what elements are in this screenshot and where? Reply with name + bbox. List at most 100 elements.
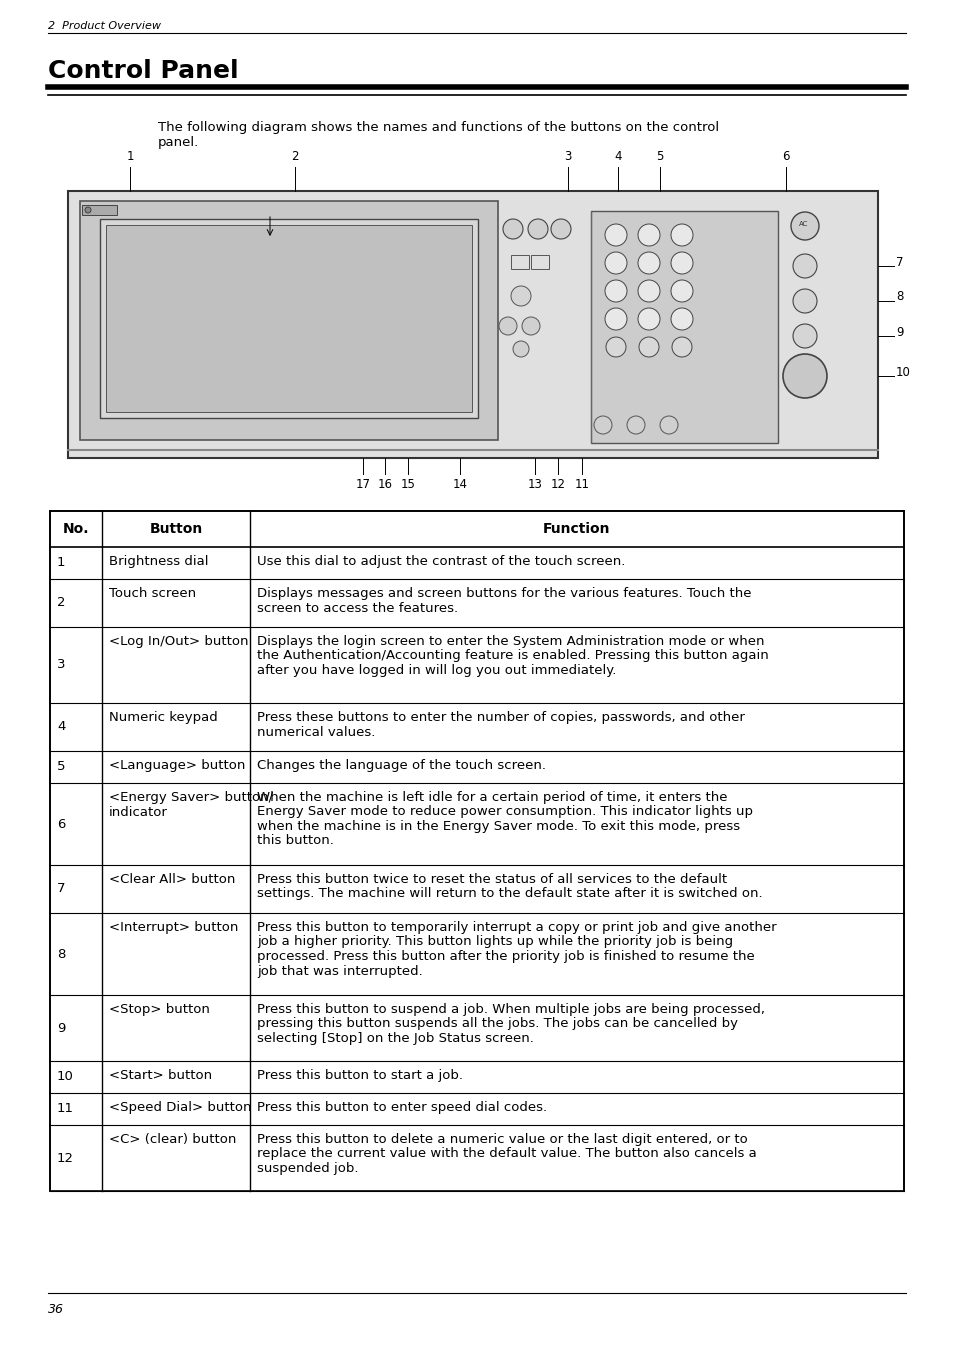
Circle shape: [638, 308, 659, 330]
Text: 17: 17: [355, 478, 370, 490]
Text: The following diagram shows the names and functions of the buttons on the contro: The following diagram shows the names an…: [158, 122, 719, 149]
Text: screen to access the features.: screen to access the features.: [256, 601, 457, 615]
Bar: [80, 201, 497, 440]
Text: 10: 10: [895, 366, 910, 378]
Circle shape: [638, 253, 659, 274]
Text: indicator: indicator: [109, 805, 168, 819]
Text: Button: Button: [150, 521, 202, 536]
Text: Press this button to temporarily interrupt a copy or print job and give another: Press this button to temporarily interru…: [256, 921, 776, 934]
Text: Brightness dial: Brightness dial: [109, 555, 209, 567]
Circle shape: [605, 336, 625, 357]
Text: the Authentication/Accounting feature is enabled. Pressing this button again: the Authentication/Accounting feature is…: [256, 650, 768, 662]
Text: <Log In/Out> button: <Log In/Out> button: [109, 635, 248, 648]
Text: 6: 6: [57, 817, 66, 831]
Text: 2  Product Overview: 2 Product Overview: [48, 22, 161, 31]
Circle shape: [790, 212, 818, 240]
Circle shape: [670, 224, 692, 246]
Circle shape: [626, 416, 644, 434]
Circle shape: [782, 354, 826, 399]
Text: settings. The machine will return to the default state after it is switched on.: settings. The machine will return to the…: [256, 888, 761, 901]
Text: Press this button to delete a numeric value or the last digit entered, or to: Press this button to delete a numeric va…: [256, 1133, 747, 1146]
Text: 4: 4: [57, 720, 66, 734]
Text: processed. Press this button after the priority job is finished to resume the: processed. Press this button after the p…: [256, 950, 754, 963]
Bar: [68, 190, 877, 458]
Circle shape: [659, 416, 678, 434]
Text: 12: 12: [57, 1151, 74, 1165]
Text: selecting [Stop] on the Job Status screen.: selecting [Stop] on the Job Status scree…: [256, 1032, 534, 1046]
Circle shape: [604, 224, 626, 246]
Circle shape: [792, 324, 816, 349]
Text: 9: 9: [57, 1021, 66, 1035]
Text: when the machine is in the Energy Saver mode. To exit this mode, press: when the machine is in the Energy Saver …: [256, 820, 740, 834]
Text: after you have logged in will log you out immediately.: after you have logged in will log you ou…: [256, 663, 616, 677]
Text: 8: 8: [895, 290, 902, 304]
Bar: [50, 511, 903, 1192]
Text: 11: 11: [57, 1102, 74, 1116]
Text: <Language> button: <Language> button: [109, 759, 245, 771]
Text: 13: 13: [527, 478, 542, 490]
Circle shape: [511, 286, 531, 305]
Text: 5: 5: [57, 761, 66, 774]
Text: 5: 5: [656, 150, 663, 163]
Text: AC: AC: [799, 222, 807, 227]
Circle shape: [604, 280, 626, 303]
Text: 12: 12: [550, 478, 565, 490]
Text: Press this button to enter speed dial codes.: Press this button to enter speed dial co…: [256, 1101, 547, 1115]
Circle shape: [594, 416, 612, 434]
Text: numerical values.: numerical values.: [256, 725, 375, 739]
Text: <Stop> button: <Stop> button: [109, 1002, 210, 1016]
Circle shape: [670, 253, 692, 274]
Circle shape: [498, 317, 517, 335]
Circle shape: [638, 224, 659, 246]
Text: Numeric keypad: Numeric keypad: [109, 711, 217, 724]
Circle shape: [521, 317, 539, 335]
Bar: [511, 255, 529, 269]
Text: Function: Function: [542, 521, 610, 536]
Text: job a higher priority. This button lights up while the priority job is being: job a higher priority. This button light…: [256, 935, 732, 948]
Text: Displays the login screen to enter the System Administration mode or when: Displays the login screen to enter the S…: [256, 635, 763, 648]
Text: Press this button to start a job.: Press this button to start a job.: [256, 1069, 462, 1082]
Text: replace the current value with the default value. The button also cancels a: replace the current value with the defau…: [256, 1147, 756, 1161]
Text: 36: 36: [48, 1302, 64, 1316]
Text: 1: 1: [126, 150, 133, 163]
Text: 2: 2: [57, 597, 66, 609]
Text: 7: 7: [57, 882, 66, 896]
Circle shape: [670, 280, 692, 303]
Text: 3: 3: [57, 658, 66, 671]
Bar: [82, 205, 117, 215]
Text: 10: 10: [57, 1070, 73, 1084]
Text: 3: 3: [564, 150, 571, 163]
Text: 8: 8: [57, 947, 66, 961]
Circle shape: [527, 219, 547, 239]
Circle shape: [85, 207, 91, 213]
Text: Press this button twice to reset the status of all services to the default: Press this button twice to reset the sta…: [256, 873, 726, 886]
Text: When the machine is left idle for a certain period of time, it enters the: When the machine is left idle for a cert…: [256, 790, 727, 804]
Bar: [100, 219, 477, 417]
Text: 4: 4: [614, 150, 621, 163]
Text: <C> (clear) button: <C> (clear) button: [109, 1133, 236, 1146]
Text: Changes the language of the touch screen.: Changes the language of the touch screen…: [256, 759, 545, 771]
Circle shape: [792, 254, 816, 278]
Bar: [531, 255, 548, 269]
Text: Displays messages and screen buttons for the various features. Touch the: Displays messages and screen buttons for…: [256, 586, 751, 600]
Text: Press this button to suspend a job. When multiple jobs are being processed,: Press this button to suspend a job. When…: [256, 1002, 764, 1016]
Circle shape: [604, 308, 626, 330]
Text: 2: 2: [291, 150, 298, 163]
Text: job that was interrupted.: job that was interrupted.: [256, 965, 422, 978]
Text: 9: 9: [895, 326, 902, 339]
Circle shape: [551, 219, 571, 239]
Circle shape: [604, 253, 626, 274]
Text: Control Panel: Control Panel: [48, 59, 238, 82]
Circle shape: [639, 336, 659, 357]
Text: <Interrupt> button: <Interrupt> button: [109, 921, 238, 934]
Bar: [106, 226, 472, 412]
Text: Use this dial to adjust the contrast of the touch screen.: Use this dial to adjust the contrast of …: [256, 555, 625, 567]
Text: 14: 14: [452, 478, 467, 490]
Text: <Clear All> button: <Clear All> button: [109, 873, 235, 886]
Text: Press these buttons to enter the number of copies, passwords, and other: Press these buttons to enter the number …: [256, 711, 744, 724]
Circle shape: [502, 219, 522, 239]
Text: 15: 15: [400, 478, 415, 490]
Circle shape: [670, 308, 692, 330]
Circle shape: [671, 336, 691, 357]
Text: this button.: this button.: [256, 835, 334, 847]
